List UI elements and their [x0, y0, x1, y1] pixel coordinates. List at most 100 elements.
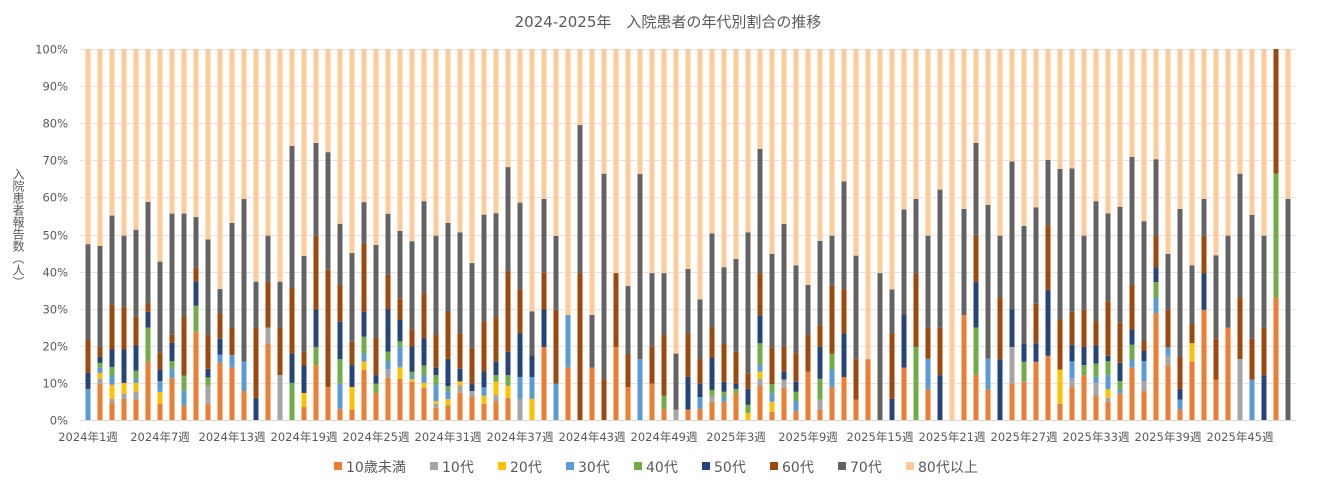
bar-segment	[361, 336, 367, 354]
bar-segment	[349, 341, 355, 366]
bar-stack	[1129, 49, 1135, 420]
bar-stack	[1045, 49, 1051, 420]
bar-segment	[493, 49, 499, 214]
bar-segment	[169, 369, 175, 378]
bar-segment	[1105, 389, 1111, 398]
bar-segment	[1177, 388, 1183, 400]
bar-segment	[529, 49, 535, 312]
bar-stack	[469, 49, 475, 420]
bar-segment	[301, 365, 307, 393]
bar-segment	[1189, 49, 1195, 266]
legend-label: 80代以上	[918, 460, 978, 476]
x-tick-label: 2024年49週	[631, 430, 698, 444]
bar-segment	[745, 232, 751, 374]
y-tick-label: 70%	[42, 154, 68, 168]
bar-segment	[169, 377, 175, 420]
bar-segment	[1069, 311, 1075, 345]
bar-segment	[337, 359, 343, 384]
bar-segment	[1093, 320, 1099, 346]
bar-segment	[1153, 159, 1159, 236]
bar-segment	[361, 243, 367, 312]
bar-stack	[553, 49, 559, 420]
bar-segment	[253, 397, 259, 420]
bar-segment	[421, 293, 427, 338]
bar-segment	[769, 49, 775, 254]
bar-segment	[157, 391, 163, 404]
bar-segment	[1165, 309, 1171, 348]
bar-segment	[733, 351, 739, 384]
bar-segment	[193, 49, 199, 218]
bar-segment	[997, 297, 1003, 360]
bar-segment	[1261, 235, 1267, 328]
bar-stack	[313, 49, 319, 420]
bar-segment	[925, 389, 931, 420]
bar-segment	[757, 378, 763, 386]
bar-segment	[85, 49, 91, 245]
bar-segment	[121, 349, 127, 383]
bar-segment	[253, 327, 259, 398]
bar-segment	[1105, 213, 1111, 302]
bar-segment	[745, 412, 751, 420]
bar-segment	[109, 384, 115, 399]
bar-stack	[601, 49, 607, 420]
bar-segment	[529, 311, 535, 356]
bar-stack	[241, 49, 247, 420]
bar-segment	[409, 241, 415, 330]
bar-stack	[1201, 49, 1207, 420]
bar-segment	[901, 315, 907, 368]
bar-segment	[613, 346, 619, 420]
bar-segment	[1021, 381, 1027, 420]
bar-stack	[457, 49, 463, 420]
bar-segment	[901, 209, 907, 316]
bar-segment	[1213, 49, 1219, 256]
bar-segment	[109, 349, 115, 367]
bar-segment	[553, 383, 559, 420]
bar-segment	[505, 351, 511, 376]
bar-segment	[493, 395, 499, 402]
bar-segment	[865, 359, 871, 420]
bar-segment	[337, 49, 343, 224]
y-tick-label: 30%	[42, 303, 68, 317]
bar-segment	[541, 272, 547, 310]
bar-stack	[493, 49, 499, 420]
bar-segment	[553, 309, 559, 384]
bar-segment	[265, 343, 271, 420]
bar-segment	[241, 361, 247, 392]
legend: 10歳未満 10代 20代 30代 40代 50代 60代 70代 80代以上	[334, 460, 978, 476]
x-tick-label: 2024年31週	[415, 430, 482, 444]
bar-stack	[121, 49, 127, 420]
bar-segment	[1177, 356, 1183, 389]
bar-segment	[265, 281, 271, 328]
bar-segment	[385, 351, 391, 362]
bar-segment	[685, 409, 691, 420]
x-tick-label: 2024年25週	[343, 430, 410, 444]
bar-segment	[1129, 329, 1135, 345]
bar-segment	[1105, 401, 1111, 420]
bar-segment	[373, 337, 379, 376]
bar-stack	[325, 49, 331, 420]
bar-segment	[301, 407, 307, 420]
legend-swatch	[702, 462, 710, 470]
bar-segment	[1093, 376, 1099, 383]
bar-segment	[481, 214, 487, 322]
bar-segment	[229, 367, 235, 420]
bar-segment	[409, 371, 415, 376]
bar-segment	[757, 315, 763, 344]
bar-segment	[481, 49, 487, 215]
bar-segment	[217, 49, 223, 290]
bar-segment	[781, 371, 787, 380]
bar-segment	[205, 403, 211, 420]
bar-segment	[1093, 382, 1099, 396]
bar-stack	[1033, 49, 1039, 420]
bar-segment	[409, 379, 415, 382]
bar-segment	[145, 49, 151, 202]
bar-segment	[373, 49, 379, 245]
bar-segment	[865, 49, 871, 360]
x-tick-label: 2024年1週	[58, 430, 118, 444]
bar-segment	[193, 267, 199, 282]
bar-stack	[745, 49, 751, 420]
bar-segment	[457, 368, 463, 382]
bar-segment	[181, 375, 187, 391]
bar-stack	[949, 49, 955, 420]
bar-segment	[841, 376, 847, 420]
